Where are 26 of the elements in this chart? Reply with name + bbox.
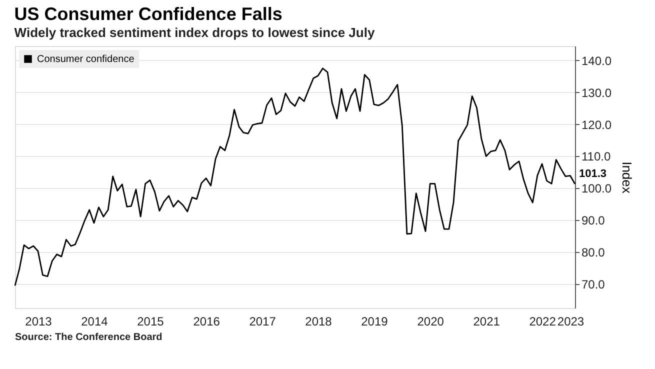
- x-tick-label: 2019: [361, 314, 388, 328]
- y-tick-label: 90.0: [582, 214, 606, 228]
- y-tick-label: 140.0: [582, 54, 612, 68]
- x-tick-label: 2013: [25, 314, 52, 328]
- y-tick-label: 120.0: [582, 118, 612, 132]
- y-tick-label: 110.0: [582, 150, 611, 164]
- x-tick-label: 2016: [193, 314, 220, 328]
- x-tick-label: 2015: [137, 314, 164, 328]
- x-tick-label: 2023: [557, 314, 584, 328]
- annotation: 101.3: [579, 168, 607, 180]
- x-tick-label: 2017: [249, 314, 276, 328]
- x-tick-label: 2022: [529, 314, 556, 328]
- chart-title: US Consumer Confidence Falls: [14, 4, 282, 24]
- y-tick-label: 70.0: [582, 278, 606, 292]
- chart-subtitle: Widely tracked sentiment index drops to lowest since July: [14, 25, 376, 40]
- x-tick-label: 2018: [305, 314, 332, 328]
- x-tick-label: 2020: [417, 314, 444, 328]
- x-tick-label: 2014: [81, 314, 108, 328]
- line-series: [14, 68, 576, 286]
- y-tick-label: 80.0: [582, 246, 606, 260]
- y-tick-label: 100.0: [582, 182, 612, 196]
- legend-label: Consumer confidence: [37, 54, 135, 65]
- y-axis-title: Index: [620, 162, 635, 194]
- y-tick-label: 130.0: [582, 86, 612, 100]
- source-note: Source: The Conference Board: [15, 332, 162, 343]
- x-tick-label: 2021: [473, 314, 500, 328]
